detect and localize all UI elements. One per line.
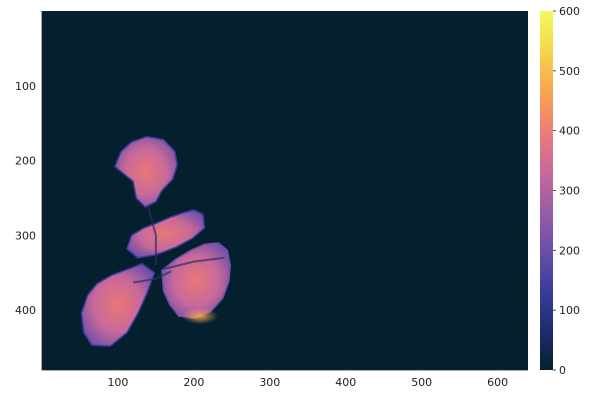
colorbar-tick-label: 400 <box>559 125 580 138</box>
x-axis: 100 200 300 400 500 600 <box>42 366 528 389</box>
x-tick-label: 200 <box>183 376 204 389</box>
y-tick-label: 100 <box>15 80 36 93</box>
heatmap-cells <box>80 135 232 347</box>
colorbar-ticks: 0 100 200 300 400 500 600 <box>553 5 580 377</box>
hot-spot <box>181 308 218 325</box>
leaf-upper <box>113 135 178 208</box>
y-tick-label: 200 <box>15 155 36 168</box>
colorbar-tick-label: 0 <box>559 364 566 377</box>
x-tick-label: 500 <box>411 376 432 389</box>
colorbar <box>540 11 553 370</box>
leaf-right <box>161 242 232 320</box>
colorbar-tick-label: 100 <box>559 304 580 317</box>
y-tick-label: 300 <box>15 229 36 242</box>
colorbar-tick-label: 500 <box>559 65 580 78</box>
x-tick-label: 100 <box>107 376 128 389</box>
x-tick-label: 600 <box>487 376 508 389</box>
leaf-vein <box>147 206 157 266</box>
colorbar-tick-label: 200 <box>559 244 580 257</box>
colorbar-tick-label: 300 <box>559 185 580 198</box>
y-tick-label: 400 <box>15 304 36 317</box>
colorbar-tick-label: 600 <box>559 5 580 18</box>
y-axis: 100 200 300 400 <box>15 11 46 370</box>
leaf-center <box>126 209 206 259</box>
x-tick-label: 400 <box>335 376 356 389</box>
leaf-left <box>80 262 156 347</box>
leaf-vein <box>163 256 225 270</box>
leaf-vein <box>132 270 172 284</box>
x-tick-label: 300 <box>259 376 280 389</box>
